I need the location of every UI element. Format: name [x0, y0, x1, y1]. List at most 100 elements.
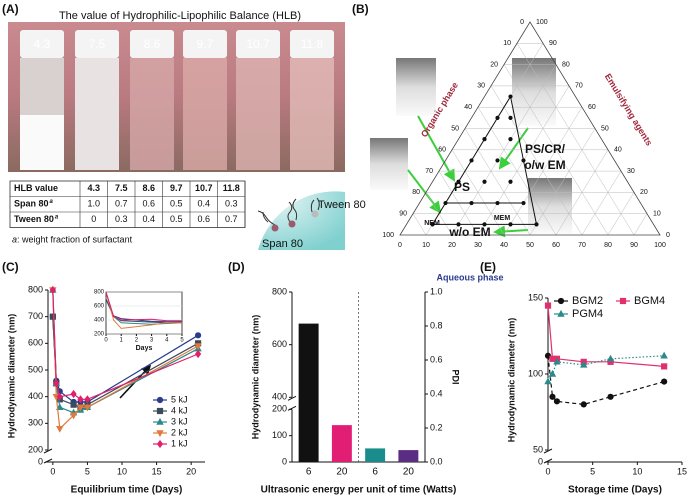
y-tick-label: 800 — [272, 286, 287, 296]
ternary-grid — [490, 85, 583, 236]
marker — [544, 302, 552, 309]
bar — [365, 448, 386, 462]
y-tick-label: 200 — [28, 444, 43, 454]
inset-y-tick-label: 800 — [94, 290, 105, 296]
composition-point — [508, 115, 513, 120]
y2-axis-label: PDI — [451, 369, 461, 384]
y-tick-label: 400 — [28, 391, 43, 401]
bottom-tick-label: 100 — [654, 242, 666, 249]
x-tick-label: 5 — [590, 466, 595, 476]
marker — [156, 439, 164, 449]
right-tick-label: 20 — [640, 189, 648, 196]
inset-x-label: Days — [136, 345, 153, 352]
legend-label: 1 kJ — [171, 438, 188, 448]
bottom-tick-label: 80 — [604, 242, 612, 249]
bottom-tick-label: 10 — [422, 242, 430, 249]
composition-point — [495, 158, 500, 163]
marker — [557, 309, 565, 317]
ternary-grid — [529, 128, 596, 236]
ternary-grid — [464, 128, 531, 236]
y-tick-label: 0 — [282, 456, 287, 466]
composition-point — [482, 222, 487, 227]
table-cell: 0 — [91, 214, 96, 224]
table-header: 7.5 — [115, 183, 128, 193]
bottom-tick-label: 30 — [474, 242, 482, 249]
table-cell: 0.6 — [197, 214, 210, 224]
inset-frame — [105, 291, 183, 335]
inset-series-line — [105, 291, 182, 329]
inset-y-tick-label: 200 — [94, 332, 105, 338]
x-axis-label: Ultrasonic energy per unit of time (Watt… — [261, 485, 457, 496]
marker — [83, 404, 92, 412]
composition-point — [508, 94, 513, 99]
ternary-grid — [555, 149, 609, 236]
left-tick-label: 40 — [464, 104, 472, 111]
inset-y-tick-label: 400 — [94, 318, 105, 324]
bottom-tick-label: 0 — [398, 242, 402, 249]
legend-label: BGM2 — [572, 295, 603, 307]
axis-break — [287, 395, 297, 401]
axis-break — [543, 448, 553, 454]
bottom-tick-label: 20 — [448, 242, 456, 249]
footnote-mark: a — [12, 234, 17, 244]
y2-tick-label: 0.4 — [430, 388, 443, 398]
y-axis-label: Hydrodynamic diameter (nm) — [506, 318, 516, 443]
marker — [606, 354, 615, 362]
left-tick-label: 20 — [490, 61, 498, 68]
composition-point — [495, 115, 500, 120]
right-tick-label: 50 — [601, 125, 609, 132]
table-header: 4.3 — [87, 183, 100, 193]
x-axis-label: Equilibrium time (Days) — [71, 485, 183, 496]
y2-tick-label: 1.0 — [430, 286, 443, 296]
table-row-sup: a — [55, 214, 59, 220]
marker — [661, 378, 668, 385]
vial-label: 7.5 — [89, 37, 106, 51]
table-header: 10.7 — [195, 183, 213, 193]
marker — [156, 396, 164, 404]
y2-tick-label: 0.6 — [430, 354, 443, 364]
ternary-photos — [370, 58, 572, 234]
marker — [194, 349, 202, 359]
region-label: PS — [454, 180, 470, 194]
left-tick-label: 0 — [520, 19, 524, 26]
marker — [56, 392, 63, 401]
marker — [553, 357, 561, 365]
bar — [398, 450, 419, 462]
inset-x-tick-label: 5 — [180, 338, 184, 344]
composition-point — [521, 158, 526, 163]
series-line — [547, 305, 665, 367]
marker — [549, 393, 556, 400]
composition-point — [508, 222, 513, 227]
legend-label: 4 kJ — [171, 405, 188, 415]
composition-point — [456, 179, 461, 184]
ternary-grid — [633, 213, 648, 236]
x-tick-label: 10 — [117, 466, 127, 476]
y2-tick-label: 0.0 — [430, 456, 443, 466]
composition-point — [508, 179, 513, 184]
legend-label: 2 kJ — [171, 427, 188, 437]
y-tick-label: 600 — [272, 339, 287, 349]
marker — [77, 395, 84, 404]
x-tick-label: 15 — [677, 466, 687, 476]
right-tick-label: 90 — [549, 40, 557, 47]
axis-label: Aqueous phase — [436, 272, 503, 282]
left-tick-label: 100 — [382, 232, 394, 239]
y-tick-label: 100 — [272, 430, 287, 440]
bottom-tick-label: 40 — [500, 242, 508, 249]
marker — [661, 363, 668, 370]
x-tick-label: 0 — [545, 466, 550, 476]
composition-point — [469, 158, 474, 163]
table-cell: 0.4 — [197, 199, 210, 209]
marker — [194, 343, 202, 351]
marker — [557, 297, 565, 305]
ternary-arrows — [407, 115, 529, 238]
photo-title: The value of Hydrophilic-Lipophilic Bala… — [59, 10, 301, 22]
photo-background — [8, 22, 345, 172]
vial-label: 9.7 — [197, 37, 214, 51]
left-tick-label: 30 — [477, 83, 485, 90]
marker — [156, 407, 164, 415]
y-tick-label: 600 — [28, 338, 43, 348]
x-tick-label: 6 — [372, 467, 378, 478]
axis-break — [43, 448, 53, 454]
